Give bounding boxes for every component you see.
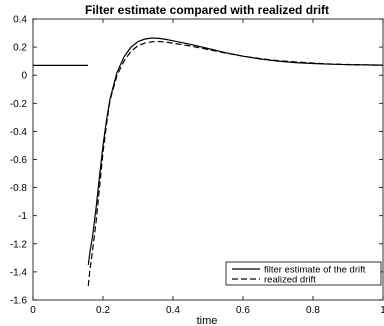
legend-label-0: filter estimate of the drift [264,264,366,275]
x-axis-label: time [197,315,218,326]
x-tick-label: 0.2 [96,305,110,316]
x-tick-label: 0.6 [236,305,250,316]
axes-layer: 0 0.2 0.4 0.6 0.8 1 -1.6 -1.4 -1.2 -1 -0.8 -0.6 -0.4… [10,15,384,317]
chart-title: Filter estimate compared with realized d… [85,3,329,17]
y-tick-label: 0.4 [13,15,27,26]
y-tick-label: -0.4 [10,127,28,138]
legend-box [225,261,382,286]
y-tick-label: 0.2 [13,43,27,54]
y-tick-label: -1.2 [10,239,28,250]
x-tick-label: 0.8 [306,305,320,316]
series-line-1-segment-0 [87,40,384,286]
series-layer [33,37,384,286]
y-tick-label: -0.6 [10,155,28,166]
y-tick-label: -1.4 [10,267,28,278]
y-tick-label: -0.8 [10,183,28,194]
legend-label-1: realized drift [264,274,316,285]
y-tick-label: -1 [18,211,27,222]
x-tick-label: 1 [380,305,384,316]
series-line-0-segment-1 [87,37,384,265]
plot-frame [32,18,384,301]
x-tick-label: 0.4 [166,305,180,316]
y-tick-label: 0 [21,71,27,82]
x-tick-label: 0 [30,305,36,316]
y-tick-label: -0.2 [10,99,28,110]
y-tick-label: -1.6 [10,296,28,307]
